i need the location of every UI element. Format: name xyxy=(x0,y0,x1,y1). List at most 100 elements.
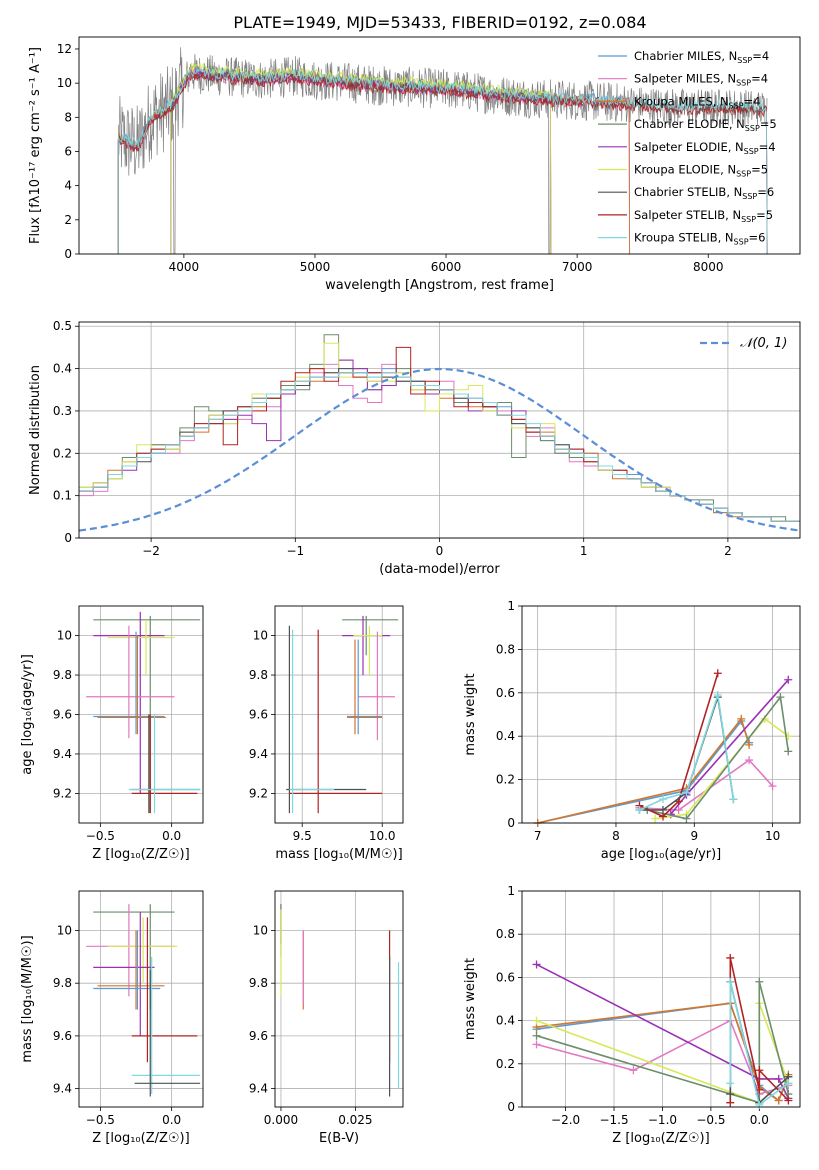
legend-label-main: Salpeter MILES, N xyxy=(634,72,736,86)
y-axis-label: mass weight xyxy=(463,673,478,755)
x-tick-label: 9.5 xyxy=(293,829,312,843)
legend-label-main: Chabrier STELIB, N xyxy=(634,185,742,199)
legend-label-suffix: =5 xyxy=(756,208,773,222)
x-tick-label: 0.0 xyxy=(162,829,181,843)
legend-label-suffix: =6 xyxy=(757,185,774,199)
weight-vs-age-plot-area xyxy=(533,669,793,827)
y-tick-label: 6 xyxy=(64,144,72,158)
legend-label-subscript: SSP xyxy=(734,238,749,247)
legend-label-main: Chabrier ELODIE, N xyxy=(634,117,745,131)
y-tick-label: 9.8 xyxy=(249,976,268,990)
legend-label-subscript: SSP xyxy=(737,56,752,65)
y-axis-label: age [log₁₀(age/yr)] xyxy=(20,654,35,775)
y-tick-label: 0 xyxy=(507,1100,515,1114)
y-tick-label: 0 xyxy=(64,247,72,261)
y-tick-label: 0.4 xyxy=(496,1014,515,1028)
weight-point-marker xyxy=(651,814,660,823)
weight-point-marker xyxy=(774,1096,783,1105)
model-series-line xyxy=(117,67,768,254)
y-axis-label: mass [log₁₀(M/M☉)] xyxy=(20,935,35,1062)
x-tick-label: 4000 xyxy=(169,260,200,274)
legend-label: Salpeter ELODIE, NSSP=4 xyxy=(634,140,776,156)
weight-point-marker xyxy=(532,1031,541,1040)
x-tick-label: 0.0 xyxy=(750,1113,769,1127)
weight-point-marker xyxy=(745,756,754,765)
y-tick-label: 0.6 xyxy=(496,686,515,700)
weight-point-marker xyxy=(768,782,777,791)
legend-label-main: Salpeter ELODIE, N xyxy=(634,140,744,154)
axes-frame xyxy=(274,605,404,824)
weight-point-marker xyxy=(755,1066,764,1075)
x-tick-label: −2.0 xyxy=(551,1113,580,1127)
legend-label-suffix: =4 xyxy=(744,94,761,108)
weight-series-line xyxy=(537,717,750,824)
legend-label: 𝒩(0, 1) xyxy=(740,336,787,351)
panels: 4000 5000 6000 7000 8000024681012wavelength … xyxy=(20,36,801,1146)
weight-point-marker xyxy=(784,675,793,684)
y-axis-label: Normed distribution xyxy=(28,365,43,495)
weight-point-marker xyxy=(682,814,691,823)
x-tick-label: 7 xyxy=(534,829,542,843)
x-tick-label: 0.0 xyxy=(162,1113,181,1127)
weight-point-marker xyxy=(745,740,754,749)
x-tick-label: 1 xyxy=(580,544,588,558)
x-tick-label: −0.5 xyxy=(696,1113,725,1127)
normal-reference-curve xyxy=(79,367,800,532)
x-tick-label: 0 xyxy=(436,544,444,558)
x-axis-label: E(B-V) xyxy=(319,1131,359,1146)
y-tick-label: 12 xyxy=(57,42,72,56)
legend-label-subscript: SSP xyxy=(736,79,751,88)
x-axis-label: wavelength [Angstrom, rest frame] xyxy=(325,278,554,293)
y-tick-label: 0.2 xyxy=(496,773,515,787)
weight-point-marker xyxy=(726,1079,735,1088)
weight-series-line xyxy=(639,673,719,818)
y-tick-label: 0.1 xyxy=(53,489,72,503)
x-tick-label: −1.5 xyxy=(599,1113,628,1127)
weight-point-marker xyxy=(729,795,738,804)
weight-vs-Z-plot-area xyxy=(532,953,793,1109)
age-vs-mass-plot-area xyxy=(286,615,399,814)
weight-point-marker xyxy=(674,805,683,814)
y-tick-label: 9.4 xyxy=(249,1082,268,1096)
y-tick-label: 1 xyxy=(507,884,515,898)
x-tick-label: −0.5 xyxy=(86,1113,115,1127)
age-vs-Z-panel: −0.5 0.0 9.2 9.4 9.6 9.8 10 Z [log₁₀(Z/Z☉)] age … xyxy=(20,605,204,862)
observed-spectrum-line xyxy=(117,47,768,254)
weight-series-line xyxy=(536,963,790,1099)
y-tick-label: 0.5 xyxy=(53,319,72,333)
mass-vs-Z-plot-area xyxy=(86,904,201,1097)
y-tick-label: 10 xyxy=(57,924,72,938)
y-tick-label: 0.4 xyxy=(496,729,515,743)
y-tick-label: 9.6 xyxy=(249,708,268,722)
y-tick-label: 9.8 xyxy=(249,668,268,682)
legend-label: Chabrier MILES, NSSP=4 xyxy=(634,49,769,65)
legend-label: Kroupa MILES, NSSP=4 xyxy=(634,94,760,110)
axes-frame xyxy=(274,890,404,1108)
x-tick-label: 0.000 xyxy=(264,1113,298,1127)
y-tick-label: 9.2 xyxy=(249,786,268,800)
y-tick-label: 0.8 xyxy=(496,927,515,941)
y-tick-label: 0.8 xyxy=(496,642,515,656)
y-tick-label: 9.4 xyxy=(53,1082,72,1096)
weight-series-line xyxy=(639,759,774,811)
axes-frame xyxy=(78,605,204,824)
weight-series-line xyxy=(729,981,789,1107)
x-tick-label: 0.025 xyxy=(338,1113,372,1127)
y-tick-label: 4 xyxy=(64,179,72,193)
x-axis-label: age [log₁₀(age/yr)] xyxy=(601,847,722,862)
mass-vs-Z-panel: −0.5 0.0 9.4 9.6 9.8 10 Z [log₁₀(Z/Z☉)] mass [l… xyxy=(20,890,204,1146)
spectrum-panel: 4000 5000 6000 7000 8000 0 2 4 6 8 10 12 wavelength … xyxy=(28,36,801,293)
legend-label: Chabrier ELODIE, NSSP=5 xyxy=(634,117,777,133)
weight-point-marker xyxy=(726,977,735,986)
axes-frame xyxy=(78,890,204,1108)
legend-label-suffix: =5 xyxy=(751,163,768,177)
x-tick-label: 10 xyxy=(765,829,780,843)
y-axis-label: Flux [fλ10⁻¹⁷ erg cm⁻² s⁻¹ A⁻¹] xyxy=(28,47,43,244)
y-tick-label: 10 xyxy=(253,924,268,938)
legend-label-main: Kroupa MILES, N xyxy=(634,94,729,108)
axes-frame xyxy=(78,36,801,255)
legend-label-suffix: =6 xyxy=(749,231,766,245)
x-tick-label: −0.5 xyxy=(86,829,115,843)
y-tick-label: 0.2 xyxy=(496,1057,515,1071)
